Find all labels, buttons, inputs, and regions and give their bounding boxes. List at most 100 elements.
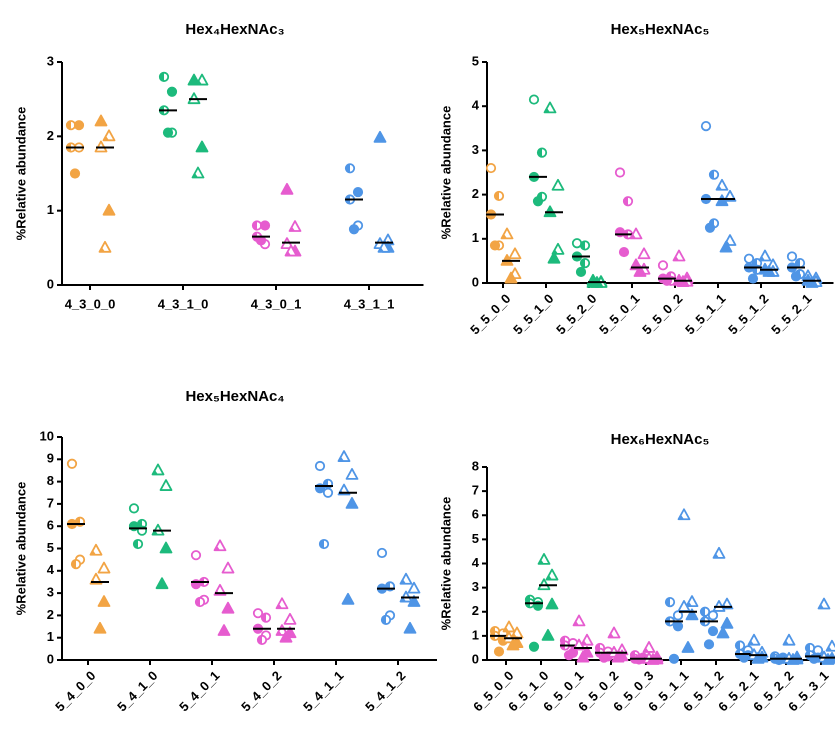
- data-point: [572, 614, 586, 627]
- marker-half: [511, 633, 517, 638]
- data-point: [537, 552, 551, 565]
- marker: [611, 650, 625, 663]
- data-point: [506, 638, 520, 651]
- data-point: [284, 244, 298, 257]
- data-point: [751, 651, 765, 664]
- data-point: [489, 240, 501, 251]
- data-point: [275, 597, 289, 610]
- marker-half: [276, 604, 282, 609]
- marker: [279, 630, 293, 643]
- y-axis-label: %Relative abundance: [13, 107, 28, 241]
- data-point: [221, 601, 235, 614]
- data-point: [69, 168, 81, 179]
- x-tick-label: 5_4_1_2: [362, 668, 408, 714]
- data-point: [345, 468, 359, 480]
- data-point: [195, 140, 209, 153]
- marker: [341, 592, 355, 605]
- x-tick-label: 4_3_1_1: [344, 296, 395, 311]
- data-point: [707, 625, 719, 637]
- y-tick-label: 7: [472, 483, 479, 498]
- data-point: [73, 120, 85, 131]
- marker: [508, 247, 522, 260]
- marker: [576, 650, 590, 663]
- data-point: [677, 508, 691, 521]
- data-point: [195, 73, 209, 86]
- marker-half: [214, 546, 220, 551]
- data-point: [773, 654, 785, 666]
- data-point: [545, 597, 559, 610]
- data-point: [337, 450, 351, 462]
- marker-half: [400, 597, 406, 602]
- data-point: [399, 572, 413, 585]
- data-point: [618, 246, 630, 258]
- data-point: [500, 227, 514, 240]
- data-point: [97, 561, 111, 574]
- data-point: [782, 633, 796, 646]
- data-point: [622, 196, 634, 207]
- data-point: [132, 538, 144, 550]
- y-tick-label: 0: [47, 276, 54, 291]
- marker-half: [700, 607, 705, 616]
- chart-title: Hex₅HexNAc₅: [611, 21, 710, 38]
- marker-half: [71, 559, 76, 569]
- x-tick-label: 5_5_1_0: [510, 291, 556, 337]
- data-point: [344, 163, 356, 174]
- marker: [528, 641, 540, 652]
- y-tick-label: 3: [47, 585, 54, 600]
- y-tick-label: 2: [47, 128, 54, 143]
- y-tick-label: 8: [47, 473, 54, 488]
- y-tick-label: 4: [47, 562, 55, 577]
- marker: [716, 626, 730, 639]
- marker-half: [195, 597, 200, 607]
- data-point: [563, 650, 575, 661]
- data-point: [716, 626, 730, 639]
- x-tick-label: 5_5_1_1: [682, 291, 728, 337]
- data-point: [699, 606, 711, 617]
- data-point: [536, 147, 548, 158]
- data-point: [252, 608, 264, 619]
- marker: [314, 460, 326, 472]
- marker: [162, 127, 174, 138]
- data-point: [407, 595, 421, 607]
- data-point: [579, 258, 591, 269]
- marker: [528, 94, 540, 105]
- marker: [545, 597, 559, 610]
- data-point: [664, 596, 676, 608]
- marker: [187, 73, 201, 86]
- marker-half: [90, 550, 96, 555]
- marker: [633, 265, 647, 277]
- y-tick-label: 3: [47, 53, 54, 68]
- data-point: [318, 538, 330, 550]
- marker-half: [192, 173, 198, 178]
- data-point: [543, 101, 557, 114]
- marker: [786, 251, 798, 262]
- data-point: [94, 114, 108, 127]
- marker-half: [735, 641, 740, 650]
- data-point: [805, 276, 819, 288]
- data-point: [352, 186, 364, 198]
- data-point: [551, 178, 565, 191]
- data-point: [580, 633, 594, 646]
- marker: [283, 612, 297, 625]
- marker: [637, 247, 651, 260]
- data-point: [747, 273, 759, 284]
- data-point: [493, 190, 505, 202]
- x-tick-label: 5_4_0_2: [238, 668, 284, 714]
- data-point: [504, 271, 518, 284]
- y-tick-label: 2: [47, 607, 54, 622]
- data-point: [720, 616, 734, 629]
- y-tick-label: 4: [472, 555, 480, 570]
- marker: [345, 468, 359, 480]
- marker-half: [319, 539, 324, 549]
- marker: [407, 581, 421, 594]
- y-axis-label: %Relative abundance: [13, 482, 28, 616]
- marker: [195, 140, 209, 153]
- data-point: [715, 178, 729, 191]
- data-point: [159, 541, 173, 554]
- data-point: [528, 94, 540, 105]
- data-point: [279, 630, 293, 643]
- marker-half: [678, 515, 684, 520]
- x-tick-label: 5_4_1_0: [114, 668, 160, 714]
- data-point: [703, 639, 715, 650]
